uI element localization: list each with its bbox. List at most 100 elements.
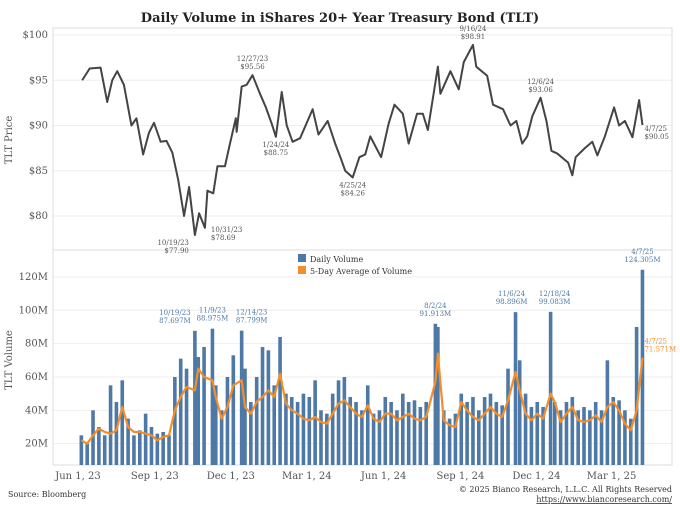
price-tick-label: $80: [29, 211, 48, 222]
x-tick-label: Sep 1, 23: [131, 471, 179, 482]
volume-bar: [272, 385, 277, 465]
volume-bar: [401, 393, 405, 465]
volume-bar: [564, 401, 569, 465]
volume-bar: [477, 410, 481, 465]
price-annotation: 10/31/23: [211, 226, 242, 234]
volume-bar: [360, 410, 364, 465]
x-tick-label: Jun 1, 23: [54, 471, 101, 482]
volume-bar: [354, 401, 358, 465]
volume-bar: [120, 380, 125, 465]
annotations: 10/19/23$77.9010/31/23$78.6912/27/23$95.…: [157, 25, 676, 354]
volume-annotation: 91.913M: [420, 310, 452, 318]
volume-bar: [307, 396, 312, 465]
x-axis-ticks: Jun 1, 23 Sep 1, 23 Dec 1, 23 Mar 1, 24 Jun …: [54, 471, 636, 482]
volume-bar: [193, 330, 197, 465]
volume-annotation: 8/2/24: [424, 302, 447, 310]
volume-bar: [319, 410, 323, 465]
volume-bar: [634, 326, 639, 465]
volume-annotation: 10/19/23: [159, 309, 190, 317]
price-tick-label: $85: [29, 166, 48, 177]
volume-bars: [79, 269, 645, 465]
price-annotation: 4/25/24: [339, 181, 367, 189]
x-tick-label: Mar 1, 25: [587, 471, 637, 482]
volume-bar: [91, 410, 95, 465]
x-tick-label: Mar 1, 24: [282, 471, 332, 482]
price-gridlines: $80 $85 $90 $95 $100: [23, 30, 672, 222]
price-annotation: $93.06: [528, 86, 553, 94]
legend-swatch-daily-volume: [298, 254, 306, 262]
volume-bar: [330, 393, 335, 465]
volume-bar: [548, 311, 553, 465]
volume-bar: [79, 435, 84, 465]
x-tick-label: Sep 1, 24: [437, 471, 485, 482]
volume-axis-label: TLT Volume: [4, 330, 15, 390]
volume-tick-label: 80M: [25, 339, 48, 350]
volume-bar: [541, 406, 545, 465]
price-annotation: $77.90: [164, 247, 189, 255]
plot-frame: [52, 27, 673, 466]
volume-bar: [406, 401, 411, 465]
volume-annotation: 88.975M: [197, 315, 229, 323]
volume-bar: [506, 368, 510, 465]
volume-bar: [453, 413, 458, 465]
volume-bar: [155, 433, 160, 465]
volume-bar: [278, 336, 282, 465]
legend-label-daily-volume: Daily Volume: [310, 255, 364, 264]
volume-bar: [558, 410, 563, 465]
chart-title: Daily Volume in iShares 20+ Year Treasur…: [141, 11, 539, 26]
volume-bar: [102, 435, 107, 465]
volume-bar: [623, 410, 627, 465]
volume-bar: [570, 396, 575, 465]
series-lines: [80, 43, 644, 445]
volume-bar: [447, 418, 452, 465]
price-annotation: 12/6/24: [527, 78, 555, 86]
volume-bar: [85, 443, 89, 465]
source-note: Source: Bloomberg: [8, 490, 86, 499]
volume-bar: [210, 328, 215, 465]
five-day-average-line: [80, 352, 644, 445]
price-axis-label: TLT Price: [4, 116, 15, 165]
price-annotation: $88.75: [264, 149, 289, 157]
x-tick-label: Dec 1, 23: [207, 471, 255, 482]
volume-bar: [599, 410, 604, 465]
volume-bar: [202, 346, 206, 465]
x-tick-label: Dec 1, 24: [512, 471, 560, 482]
volume-bar: [465, 401, 469, 465]
volume-bar: [433, 323, 438, 465]
volume-annotation: 12/14/23: [236, 309, 267, 317]
website-link[interactable]: https://www.biancoresearch.com/: [536, 495, 672, 504]
volume-bar: [593, 401, 598, 465]
volume-annotation: 11/9/23: [199, 307, 226, 315]
volume-annotation: 11/6/24: [498, 290, 526, 298]
volume-bar: [605, 360, 610, 465]
price-line: [81, 43, 644, 237]
volume-bar: [231, 355, 236, 465]
volume-bar: [239, 330, 244, 465]
volume-bar: [149, 426, 154, 465]
price-annotation: 12/27/23: [237, 55, 268, 63]
volume-tick-label: 60M: [25, 372, 48, 383]
volume-bar: [143, 413, 148, 465]
volume-bar: [301, 393, 306, 465]
volume-annotation: 87.799M: [236, 317, 268, 325]
volume-bar: [254, 376, 259, 465]
volume-bar: [342, 376, 347, 465]
volume-bar: [582, 406, 586, 465]
price-tick-label: $100: [23, 30, 48, 41]
volume-bar: [114, 401, 119, 465]
volume-bar: [365, 385, 370, 465]
volume-bar: [313, 380, 317, 465]
volume-bar: [295, 401, 300, 465]
price-annotation: 10/19/23: [157, 239, 188, 247]
volume-annotation: 87.697M: [159, 317, 191, 325]
volume-annotation: 71.571M: [644, 346, 676, 354]
legend: Daily Volume 5-Day Average of Volume: [298, 254, 412, 276]
volume-bar: [494, 401, 499, 465]
volume-annotation: 4/7/25: [644, 338, 667, 346]
volume-bar: [243, 368, 247, 465]
volume-bar: [436, 326, 440, 465]
volume-bar: [167, 435, 171, 465]
volume-bar: [588, 410, 592, 465]
volume-bar: [395, 410, 399, 465]
volume-bar: [418, 406, 423, 465]
